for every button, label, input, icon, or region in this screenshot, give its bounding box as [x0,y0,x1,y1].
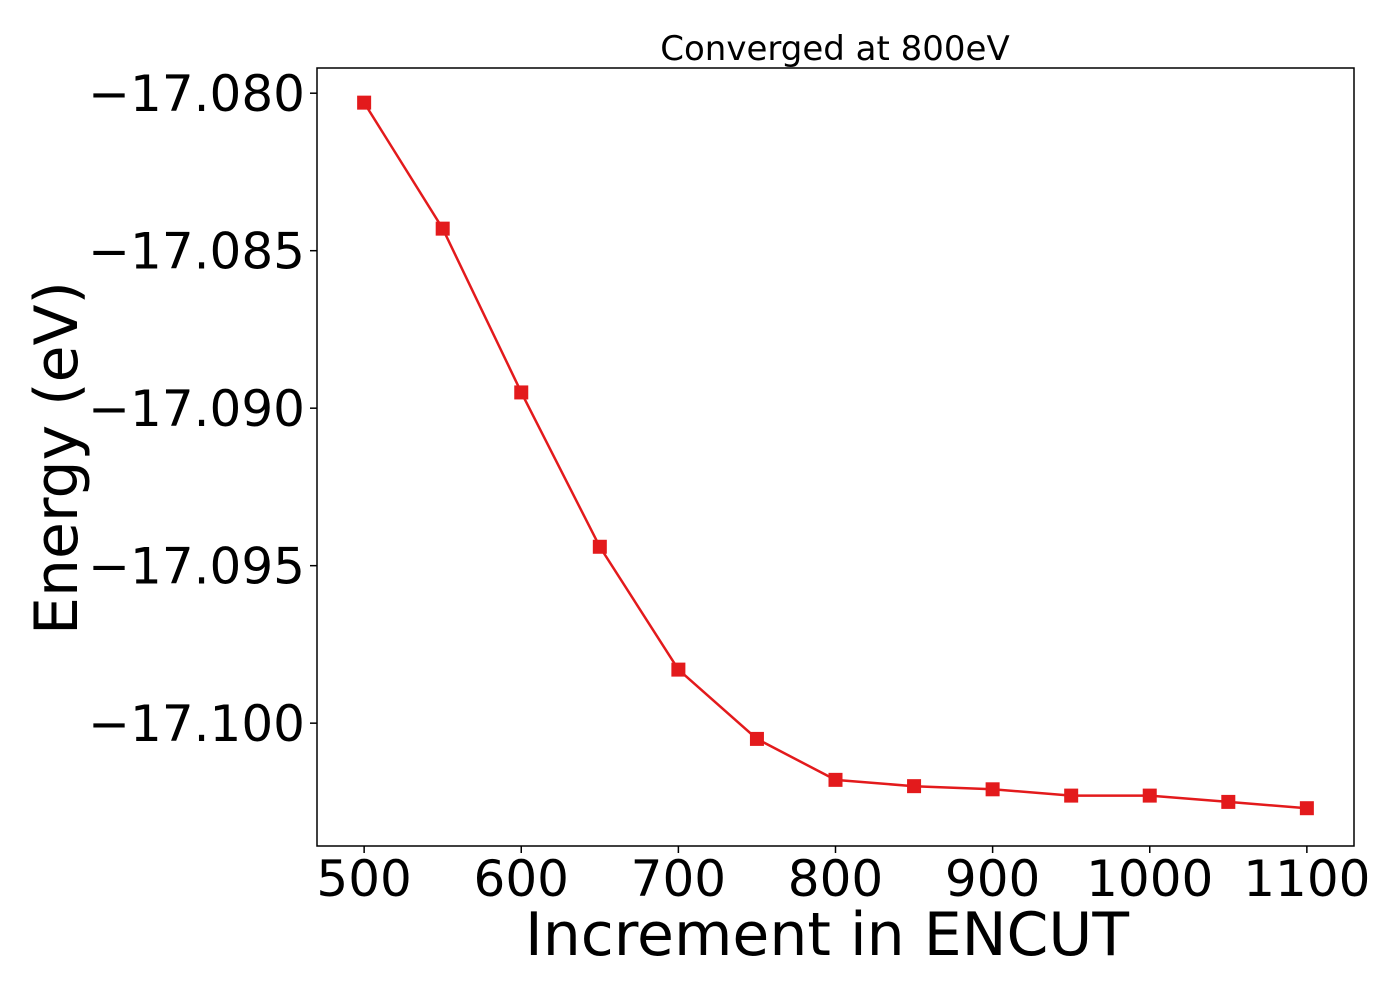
data-point-marker [435,221,450,236]
data-point-marker [749,731,764,746]
chart-title: Converged at 800eV [660,29,1009,69]
y-axis-label: Energy (eV) [22,281,92,635]
series-line [363,101,1307,810]
series-layer [357,95,1314,816]
x-tick-label: 800 [788,850,883,908]
plot-frame [316,67,1355,847]
y-tick-label: −17.090 [88,380,305,438]
x-tick-label: 1000 [1086,850,1213,908]
x-axis-label: Increment in ENCUT [525,900,1129,970]
data-point-marker [907,779,922,794]
data-point-marker [1142,788,1157,803]
x-ticks: 500 600 700 800 900 1000 1100 [316,846,1370,908]
y-tick-label: −17.095 [88,538,305,596]
x-tick-label: 700 [631,850,726,908]
data-point-marker [514,385,529,400]
x-tick-label: 500 [316,850,411,908]
x-tick-label: 900 [945,850,1040,908]
x-tick-label: 1100 [1243,850,1370,908]
x-tick-label: 600 [474,850,569,908]
y-ticks: −17.080 −17.085 −17.090 −17.095 −17.100 [88,65,317,753]
y-tick-label: −17.100 [88,695,305,753]
y-tick-label: −17.080 [88,65,305,123]
y-tick-label: −17.085 [88,223,305,281]
data-point-marker [357,95,372,110]
data-point-marker [985,782,1000,797]
data-point-marker [1299,801,1314,816]
data-point-marker [592,539,607,554]
data-point-marker [1221,794,1236,809]
data-point-marker [828,772,843,787]
data-point-marker [1064,788,1079,803]
data-point-marker [671,662,686,677]
